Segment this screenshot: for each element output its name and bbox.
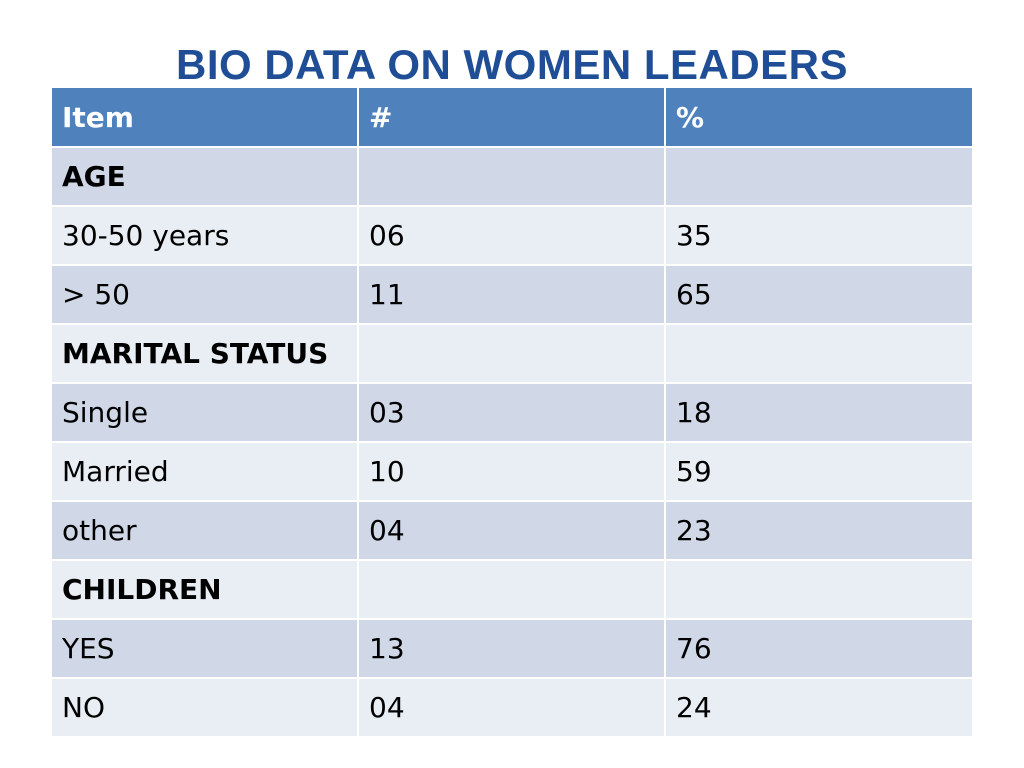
count-cell: 10 bbox=[359, 443, 664, 500]
percent-cell: 59 bbox=[666, 443, 972, 500]
count-cell: 11 bbox=[359, 266, 664, 323]
count-cell bbox=[359, 561, 664, 618]
percent-cell bbox=[666, 561, 972, 618]
section-label: MARITAL STATUS bbox=[52, 325, 357, 382]
table-header-row: Item # % bbox=[52, 88, 972, 146]
section-row: AGE bbox=[52, 148, 972, 205]
percent-cell: 18 bbox=[666, 384, 972, 441]
bio-data-table: Item # % AGE 30-50 years 06 35 > 50 11 65 MARIT… bbox=[50, 86, 974, 738]
count-cell: 04 bbox=[359, 502, 664, 559]
page-title: BIO DATA ON WOMEN LEADERS bbox=[175, 41, 849, 88]
table-row: other 04 23 bbox=[52, 502, 972, 559]
section-row: MARITAL STATUS bbox=[52, 325, 972, 382]
table-row: Married 10 59 bbox=[52, 443, 972, 500]
table-row: 30-50 years 06 35 bbox=[52, 207, 972, 264]
column-header-percent: % bbox=[666, 88, 972, 146]
section-label: CHILDREN bbox=[52, 561, 357, 618]
percent-cell bbox=[666, 325, 972, 382]
section-row: CHILDREN bbox=[52, 561, 972, 618]
table-row: > 50 11 65 bbox=[52, 266, 972, 323]
count-cell: 04 bbox=[359, 679, 664, 736]
percent-cell: 35 bbox=[666, 207, 972, 264]
item-cell: Single bbox=[52, 384, 357, 441]
count-cell bbox=[359, 325, 664, 382]
percent-cell: 76 bbox=[666, 620, 972, 677]
column-header-count: # bbox=[359, 88, 664, 146]
count-cell: 03 bbox=[359, 384, 664, 441]
table-row: Single 03 18 bbox=[52, 384, 972, 441]
count-cell: 13 bbox=[359, 620, 664, 677]
percent-cell: 65 bbox=[666, 266, 972, 323]
percent-cell: 24 bbox=[666, 679, 972, 736]
section-label: AGE bbox=[52, 148, 357, 205]
column-header-item: Item bbox=[52, 88, 357, 146]
percent-cell: 23 bbox=[666, 502, 972, 559]
table-row: NO 04 24 bbox=[52, 679, 972, 736]
count-cell: 06 bbox=[359, 207, 664, 264]
item-cell: > 50 bbox=[52, 266, 357, 323]
item-cell: other bbox=[52, 502, 357, 559]
item-cell: NO bbox=[52, 679, 357, 736]
item-cell: 30-50 years bbox=[52, 207, 357, 264]
percent-cell bbox=[666, 148, 972, 205]
table-body: AGE 30-50 years 06 35 > 50 11 65 MARITAL STATUS… bbox=[52, 148, 972, 736]
table-row: YES 13 76 bbox=[52, 620, 972, 677]
item-cell: YES bbox=[52, 620, 357, 677]
item-cell: Married bbox=[52, 443, 357, 500]
count-cell bbox=[359, 148, 664, 205]
